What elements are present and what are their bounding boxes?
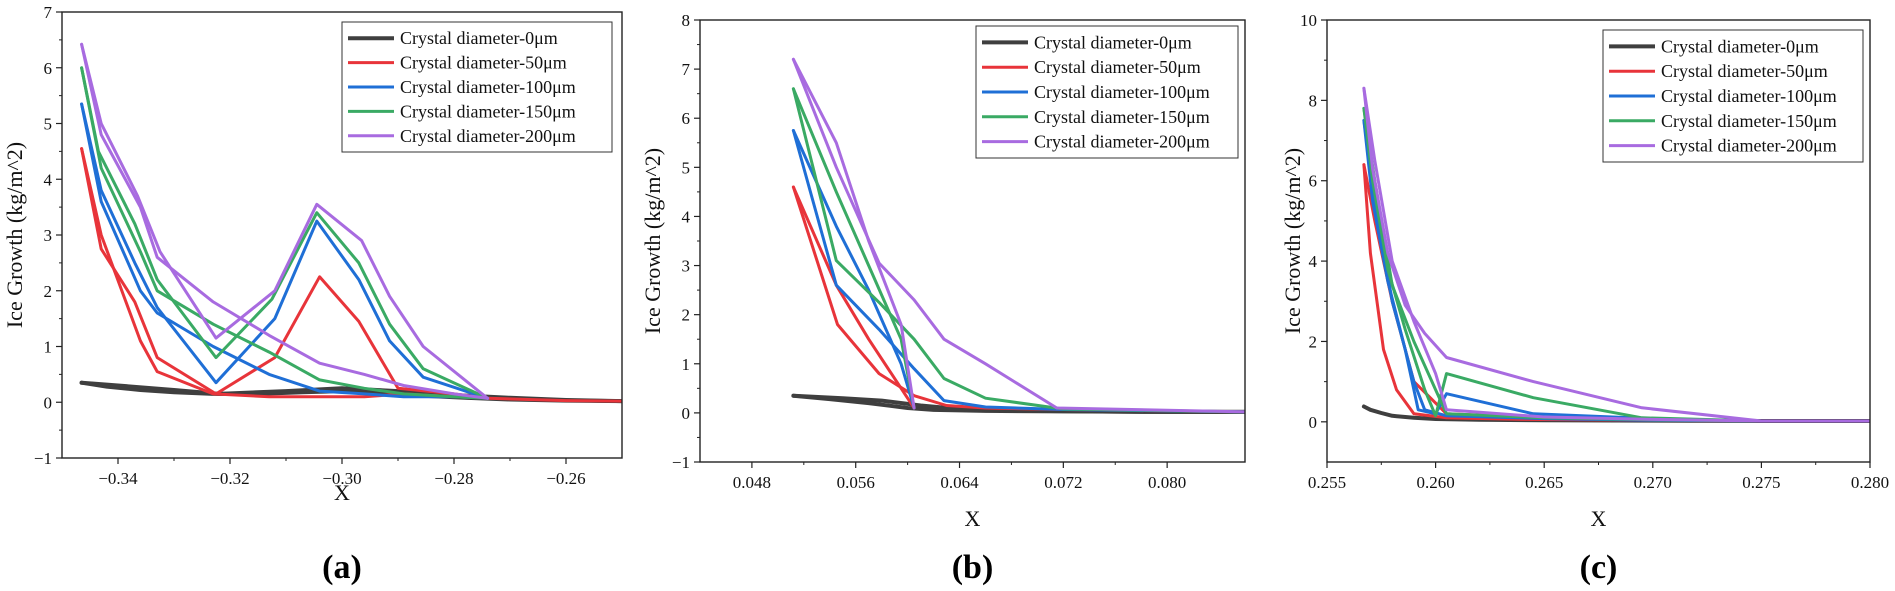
y-tick-label: 6 [1309, 172, 1318, 191]
legend-label-3: Crystal diameter-150μm [400, 101, 576, 121]
y-tick-label: 8 [1309, 91, 1318, 110]
chart-panel-2: 0.048 0.056 0.064 0.072 0.080 −1 0 1 2 3 4 5 6 7 8 X Ice… [640, 11, 1246, 586]
series-line-4 [80, 42, 490, 400]
y-tick-label: 2 [682, 306, 691, 325]
x-tick-label: 0.056 [837, 473, 875, 492]
series-group [79, 42, 622, 404]
y-tick-label: 5 [682, 158, 691, 177]
legend-label-3: Crystal diameter-150μm [1661, 111, 1837, 131]
y-tick-label: 8 [682, 11, 691, 30]
series-line-2 [791, 129, 1245, 414]
legend-label-4: Crystal diameter-200μm [400, 126, 576, 146]
x-tick-label: 0.265 [1525, 473, 1563, 492]
y-tick-label: 4 [44, 170, 53, 189]
x-tick-label: −0.34 [98, 469, 138, 488]
legend-label-0: Crystal diameter-0μm [1034, 32, 1192, 52]
y-tick-label: 6 [682, 109, 691, 128]
series-line-3 [80, 66, 490, 400]
x-tick-label: 0.280 [1851, 473, 1889, 492]
x-tick-label: −0.28 [434, 469, 473, 488]
legend-box [975, 25, 1239, 159]
chart-panel-3: 0.255 0.260 0.265 0.270 0.275 0.280 0 2 4 6 8 10 X Ic… [1280, 11, 1889, 586]
x-axis-label: X [965, 506, 981, 531]
legend: Crystal diameter-0μm Crystal diameter-50μ… [1602, 29, 1864, 163]
y-tick-label: 6 [44, 59, 53, 78]
y-tick-label: 7 [682, 60, 691, 79]
x-tick-label: 0.275 [1742, 473, 1780, 492]
y-axis-label: Ice Growth (kg/m^2) [2, 142, 27, 328]
x-axis-label: X [1591, 506, 1607, 531]
series-group [791, 57, 1245, 414]
y-tick-label: 1 [682, 355, 691, 374]
x-tick-label: 0.260 [1416, 473, 1454, 492]
x-tick-label: −0.30 [322, 469, 361, 488]
series-line-1 [791, 185, 916, 410]
panel-label: (a) [322, 549, 362, 586]
y-tick-label: 3 [682, 257, 691, 276]
x-tick-label: 0.048 [733, 473, 771, 492]
x-tick-label: 0.072 [1044, 473, 1082, 492]
series-line-4 [1362, 86, 1870, 423]
series-line-3 [791, 87, 916, 410]
y-tick-label: 2 [44, 282, 53, 301]
series-line-3 [80, 66, 490, 400]
legend-label-2: Crystal diameter-100μm [1034, 82, 1210, 102]
y-tick-label: 0 [682, 404, 691, 423]
series-line-4 [1362, 86, 1763, 423]
legend-label-1: Crystal diameter-50μm [1034, 57, 1201, 77]
series-line-4 [791, 57, 1245, 414]
y-tick-label: 4 [682, 207, 691, 226]
legend-label-4: Crystal diameter-200μm [1661, 136, 1837, 156]
legend-label-2: Crystal diameter-100μm [400, 77, 576, 97]
y-tick-label: 3 [44, 226, 53, 245]
legend: Crystal diameter-0μm Crystal diameter-50μ… [341, 21, 613, 153]
legend-label-1: Crystal diameter-50μm [400, 53, 567, 73]
y-tick-label: 5 [44, 115, 53, 134]
y-tick-label: 10 [1300, 11, 1317, 30]
x-tick-label: −0.26 [546, 469, 585, 488]
x-axis-label: X [334, 480, 350, 505]
x-tick-label: 0.064 [940, 473, 979, 492]
legend: Crystal diameter-0μm Crystal diameter-50μ… [975, 25, 1239, 159]
x-tick-label: −0.32 [210, 469, 249, 488]
series-line-2 [791, 129, 916, 410]
legend-label-0: Crystal diameter-0μm [1661, 36, 1819, 56]
y-tick-label: −1 [34, 449, 52, 468]
y-axis-label: Ice Growth (kg/m^2) [640, 148, 665, 334]
legend-label-4: Crystal diameter-200μm [1034, 132, 1210, 152]
series-line-4 [791, 57, 916, 410]
y-axis-label: Ice Growth (kg/m^2) [1280, 148, 1305, 334]
y-tick-label: 0 [44, 393, 53, 412]
legend-label-3: Crystal diameter-150μm [1034, 107, 1210, 127]
y-tick-label: 2 [1309, 332, 1318, 351]
y-tick-label: 7 [44, 3, 53, 22]
chart-panel-1: −0.34 −0.32 −0.30 −0.28 −0.26 −1 0 1 2 3 4 5 6 7 X Ice … [2, 3, 623, 586]
panel-label: (b) [952, 549, 994, 586]
legend-label-2: Crystal diameter-100μm [1661, 86, 1837, 106]
series-line-4 [80, 42, 490, 400]
x-tick-label: 0.080 [1148, 473, 1186, 492]
y-tick-label: 0 [1309, 413, 1318, 432]
series-line-3 [791, 87, 1245, 414]
panel-label: (c) [1580, 549, 1618, 586]
series-line-2 [80, 102, 490, 400]
x-tick-label: 0.270 [1634, 473, 1672, 492]
y-tick-label: 1 [44, 338, 53, 357]
y-tick-label: −1 [672, 453, 690, 472]
x-tick-label: 0.255 [1308, 473, 1346, 492]
series-line-2 [80, 102, 490, 400]
legend-label-1: Crystal diameter-50μm [1661, 61, 1828, 81]
series-group [1361, 86, 1870, 423]
legend-label-0: Crystal diameter-0μm [400, 28, 558, 48]
y-tick-label: 4 [1309, 252, 1318, 271]
